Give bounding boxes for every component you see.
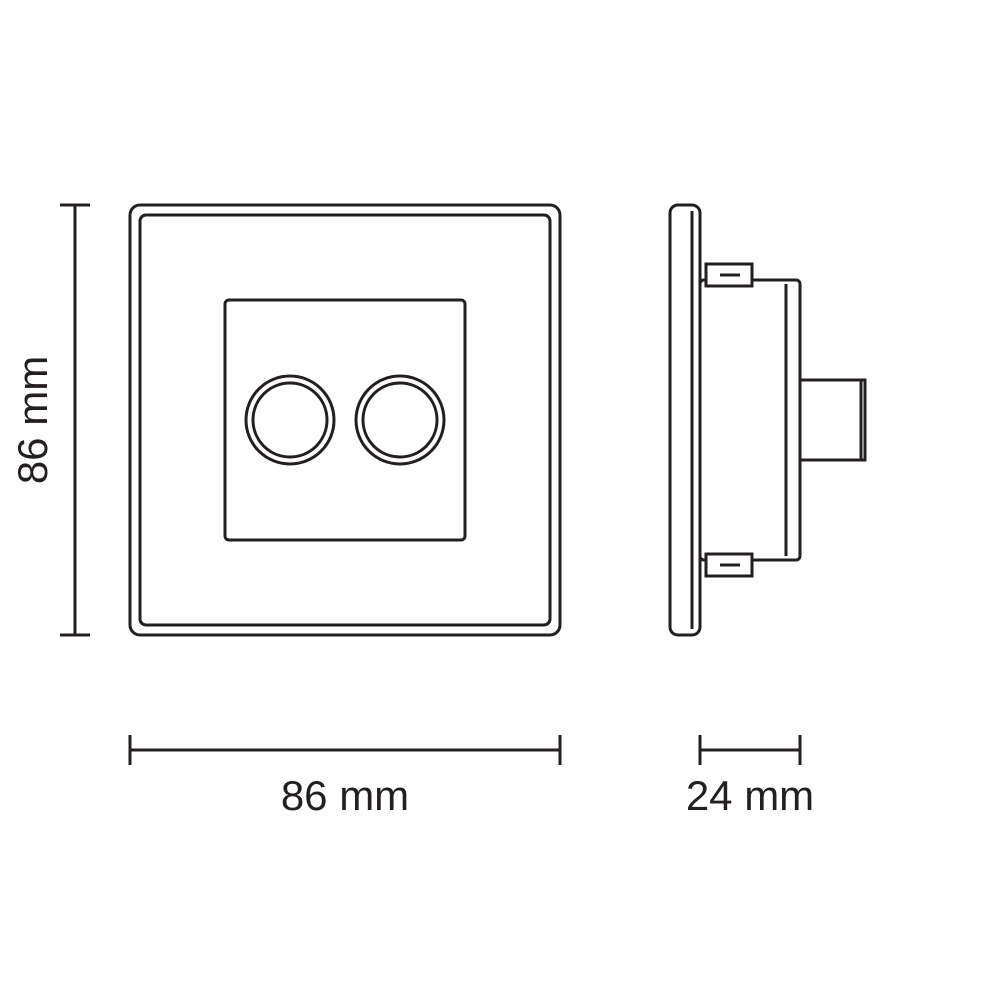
dim-depth-label: 24 mm [686, 772, 814, 819]
button-left-outer [246, 376, 334, 464]
side-stub [800, 380, 865, 460]
front-center-panel [225, 300, 465, 540]
side-plate-outer [670, 205, 700, 635]
button-right-inner [363, 383, 437, 457]
button-right-outer [356, 376, 444, 464]
dim-width-label: 86 mm [281, 772, 409, 819]
front-outer-frame [130, 205, 560, 635]
button-left-inner [253, 383, 327, 457]
front-inner-frame [140, 215, 550, 625]
dim-height-label: 86 mm [9, 356, 56, 484]
